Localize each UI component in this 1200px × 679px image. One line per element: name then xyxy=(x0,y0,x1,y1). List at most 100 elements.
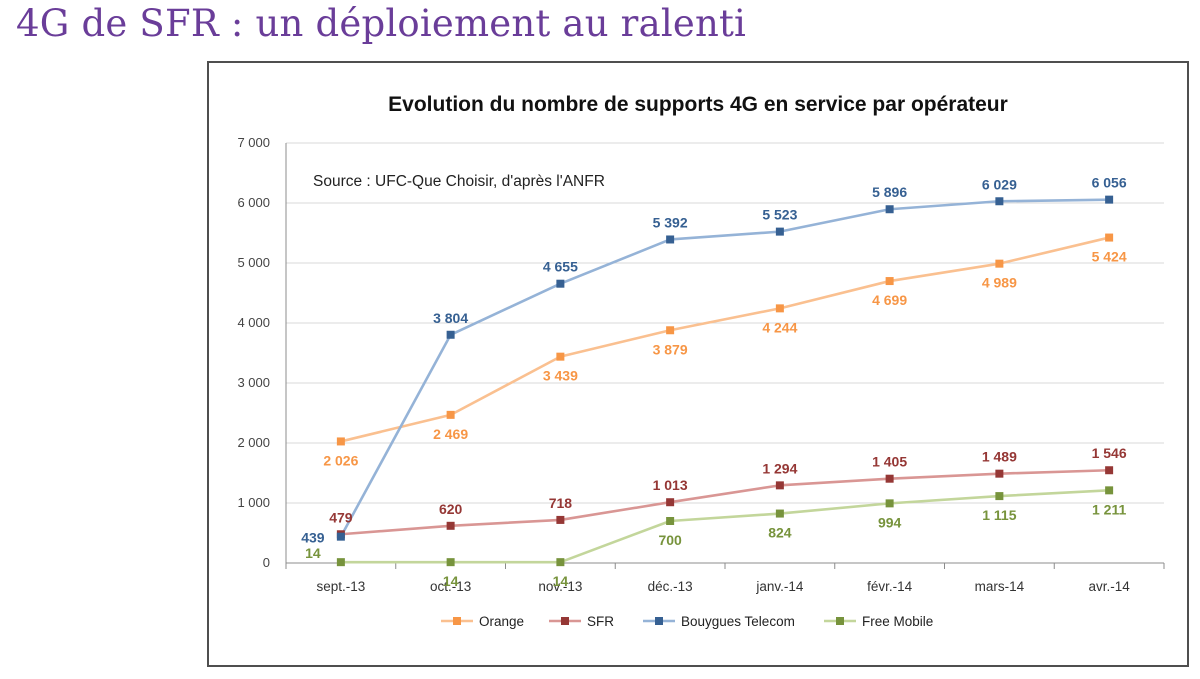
y-tick-label: 0 xyxy=(263,555,270,570)
x-tick-label: janv.-14 xyxy=(755,579,804,594)
data-label-bouygues: 3 804 xyxy=(433,310,468,326)
series-line-free xyxy=(340,489,1110,564)
x-tick-label: nov.-13 xyxy=(538,579,582,594)
data-label-bouygues: 5 523 xyxy=(762,207,797,223)
data-label-sfr: 620 xyxy=(439,501,463,517)
data-label-bouygues: 5 392 xyxy=(653,214,688,230)
series-lines xyxy=(339,198,1110,564)
point-free xyxy=(336,558,345,567)
data-label-free: 14 xyxy=(443,573,459,589)
point-bouygues xyxy=(336,532,345,541)
point-free xyxy=(885,499,894,508)
series-line-sfr xyxy=(340,468,1110,536)
point-sfr xyxy=(995,469,1004,478)
data-label-sfr: 1 013 xyxy=(653,477,688,493)
x-axis-ticks: sept.-13 oct.-13 nov.-13 déc.-13 janv.-14 fév… xyxy=(285,563,1165,594)
line-chart: Evolution du nombre de supports 4G en se… xyxy=(237,93,1165,629)
data-label-free: 1 211 xyxy=(1092,501,1126,517)
point-orange xyxy=(1105,233,1114,242)
point-bouygues xyxy=(1105,195,1114,204)
legend-marker-sfr xyxy=(561,617,569,625)
x-tick-label: févr.-14 xyxy=(867,579,913,594)
point-sfr xyxy=(885,474,894,483)
x-tick-label: mars-14 xyxy=(975,579,1025,594)
point-bouygues xyxy=(556,279,565,288)
y-tick-label: 6 000 xyxy=(237,195,270,210)
series-line-orange xyxy=(340,236,1110,443)
legend-marker-bouygues xyxy=(655,617,663,625)
point-free xyxy=(446,558,455,567)
point-orange xyxy=(995,259,1004,268)
x-tick-label: avr.-14 xyxy=(1088,579,1130,594)
data-label-orange: 2 469 xyxy=(433,426,468,442)
data-label-free: 1 115 xyxy=(982,507,1016,523)
data-label-bouygues: 6 029 xyxy=(982,176,1017,192)
data-label-sfr: 1 405 xyxy=(872,454,907,470)
data-label-free: 824 xyxy=(768,525,792,541)
y-tick-label: 1 000 xyxy=(237,495,270,510)
series-markers xyxy=(336,195,1114,567)
point-orange xyxy=(446,410,455,419)
legend-label-sfr: SFR xyxy=(587,614,614,629)
x-tick-label: déc.-13 xyxy=(648,579,693,594)
data-label-sfr: 718 xyxy=(549,495,573,511)
data-label-orange: 3 439 xyxy=(543,368,578,384)
point-bouygues xyxy=(446,330,455,339)
point-free xyxy=(666,517,675,525)
data-label-sfr: 479 xyxy=(329,509,353,525)
data-label-orange: 3 879 xyxy=(653,341,688,357)
point-orange xyxy=(336,437,345,446)
data-label-sfr: 1 489 xyxy=(982,449,1017,465)
data-label-free: 14 xyxy=(553,573,569,589)
y-tick-label: 7 000 xyxy=(237,135,270,150)
point-orange xyxy=(885,277,894,286)
point-sfr xyxy=(775,481,784,490)
point-sfr xyxy=(446,521,455,530)
data-label-orange: 4 989 xyxy=(982,275,1017,291)
gridlines xyxy=(285,142,1164,564)
point-free xyxy=(775,509,784,518)
legend-marker-free xyxy=(836,617,844,625)
point-free xyxy=(1105,486,1114,495)
data-label-bouygues: 4 655 xyxy=(543,259,578,275)
data-label-free: 14 xyxy=(305,545,321,561)
point-free xyxy=(995,492,1004,501)
x-tick-label: sept.-13 xyxy=(316,579,365,594)
data-label-sfr: 1 294 xyxy=(762,460,797,476)
data-label-orange: 4 244 xyxy=(762,319,797,335)
source-annotation: Source : UFC-Que Choisir, d'après l'ANFR xyxy=(313,173,605,190)
x-tick-label: oct.-13 xyxy=(430,579,471,594)
slide-title: 4G de SFR : un déploiement au ralenti xyxy=(16,2,747,45)
y-tick-label: 2 000 xyxy=(237,435,270,450)
legend-label-bouygues: Bouygues Telecom xyxy=(681,614,795,629)
point-free xyxy=(556,558,565,567)
point-orange xyxy=(775,304,784,313)
series-line-bouygues xyxy=(339,198,1110,538)
point-bouygues xyxy=(885,205,894,214)
data-label-bouygues: 5 896 xyxy=(872,184,907,200)
data-label-orange: 2 026 xyxy=(323,452,358,468)
legend-label-orange: Orange xyxy=(479,614,524,629)
legend-label-free: Free Mobile xyxy=(862,614,933,629)
point-sfr xyxy=(1105,466,1114,475)
data-label-sfr: 1 546 xyxy=(1092,445,1127,461)
data-label-orange: 5 424 xyxy=(1092,249,1127,265)
data-labels: 2 026 2 469 3 439 3 879 4 244 4 699 4 989 5 424… xyxy=(301,175,1127,590)
data-label-orange: 4 699 xyxy=(872,292,907,308)
y-tick-label: 4 000 xyxy=(237,315,270,330)
point-orange xyxy=(556,352,565,361)
data-label-free: 994 xyxy=(878,514,902,530)
chart-frame: Evolution du nombre de supports 4G en se… xyxy=(207,61,1189,667)
data-label-free: 700 xyxy=(658,532,682,548)
point-orange xyxy=(666,326,675,335)
chart-title: Evolution du nombre de supports 4G en se… xyxy=(388,93,1008,116)
point-sfr xyxy=(666,498,675,507)
legend-marker-orange xyxy=(453,617,461,625)
point-bouygues xyxy=(775,227,784,236)
legend: Orange SFR Bouygues Telecom Free Mobile xyxy=(441,614,933,629)
y-tick-label: 3 000 xyxy=(237,375,270,390)
data-label-bouygues: 6 056 xyxy=(1092,175,1127,191)
point-sfr xyxy=(556,515,565,524)
data-label-bouygues: 439 xyxy=(301,530,325,546)
point-bouygues xyxy=(666,235,675,244)
